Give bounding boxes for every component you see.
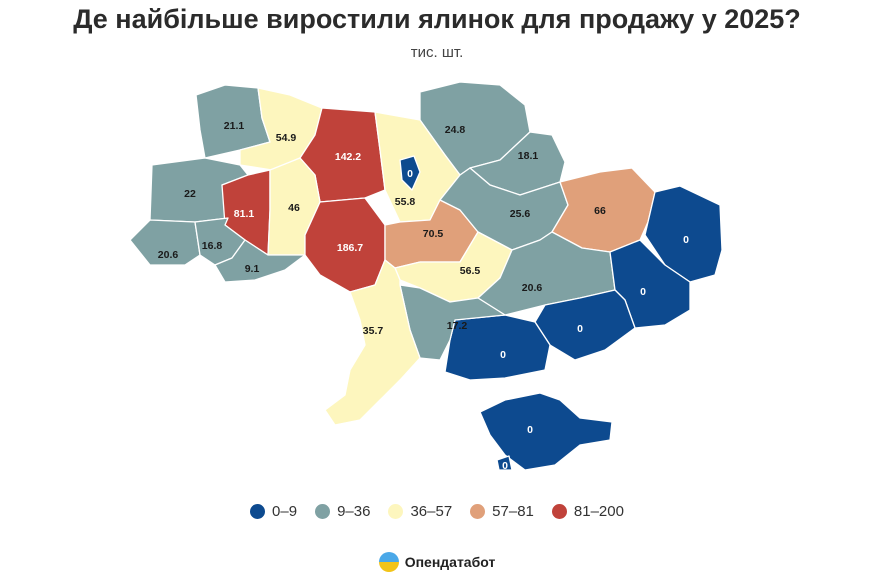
region-value-khmelnytskyi: 46 bbox=[288, 202, 300, 214]
region-value-crimea: 0 bbox=[527, 424, 533, 436]
legend-label: 36–57 bbox=[410, 503, 453, 520]
legend: 0–9 9–36 36–57 57–81 81–200 bbox=[0, 503, 874, 520]
legend-swatch bbox=[250, 504, 266, 519]
region-value-poltava: 25.6 bbox=[510, 208, 531, 220]
region-sevastopol bbox=[496, 455, 513, 471]
legend-swatch bbox=[315, 504, 331, 519]
opendatabot-logo-icon bbox=[378, 552, 399, 572]
region-value-kyiv-city: 0 bbox=[407, 168, 413, 180]
chart-title: Де найбільше виростили ялинок для продаж… bbox=[73, 4, 801, 34]
region-value-mykolaiv: 17.2 bbox=[447, 320, 468, 332]
region-value-kyiv: 55.8 bbox=[395, 196, 416, 208]
region-value-cherkasy: 70.5 bbox=[423, 228, 444, 240]
region-value-zhytomyr: 142.2 bbox=[335, 151, 361, 163]
ukraine-map: 21.1 54.9 142.2 24.8 18.1 55.8 22 81.1 46 186.7 70… bbox=[129, 81, 723, 472]
region-value-zakarpattia: 20.6 bbox=[158, 249, 179, 261]
region-value-zaporizhzhia: 0 bbox=[577, 323, 583, 335]
brand-name: Опендатабот bbox=[404, 554, 496, 570]
region-luhansk bbox=[644, 185, 723, 283]
region-value-lviv: 22 bbox=[184, 188, 196, 200]
region-value-dnipropetrovsk: 20.6 bbox=[522, 282, 543, 294]
region-odesa bbox=[324, 259, 421, 426]
region-value-volyn: 21.1 bbox=[224, 120, 245, 132]
legend-label: 57–81 bbox=[492, 503, 534, 520]
legend-swatch bbox=[388, 504, 404, 519]
legend-item: 81–200 bbox=[551, 503, 624, 520]
region-value-rivne: 54.9 bbox=[276, 132, 297, 144]
region-crimea bbox=[479, 392, 613, 471]
legend-item: 9–36 bbox=[315, 503, 370, 520]
region-value-donetsk: 0 bbox=[640, 286, 646, 298]
legend-label: 0–9 bbox=[272, 503, 298, 520]
legend-item: 57–81 bbox=[470, 503, 534, 520]
region-value-kherson: 0 bbox=[500, 349, 506, 361]
legend-item: 0–9 bbox=[250, 503, 297, 520]
region-value-vinnytsia: 186.7 bbox=[337, 242, 363, 254]
region-value-sevastopol: 0 bbox=[502, 460, 508, 472]
region-value-odesa: 35.7 bbox=[363, 325, 384, 337]
region-kyiv-city bbox=[399, 155, 421, 191]
region-value-kharkiv: 66 bbox=[594, 205, 606, 217]
region-value-chernivtsi: 9.1 bbox=[245, 263, 260, 275]
legend-swatch bbox=[551, 504, 567, 519]
legend-item: 36–57 bbox=[388, 503, 452, 520]
region-value-kirovohrad: 56.5 bbox=[460, 265, 481, 277]
region-chernivtsi bbox=[214, 239, 306, 283]
region-value-ivano-frankivsk: 16.8 bbox=[202, 240, 223, 252]
region-value-chernihiv: 24.8 bbox=[445, 124, 466, 136]
region-kherson bbox=[444, 314, 551, 381]
brand: Опендатабот bbox=[0, 552, 874, 572]
region-value-luhansk: 0 bbox=[683, 234, 689, 246]
chart-subtitle: тис. шт. bbox=[410, 44, 464, 61]
legend-label: 81–200 bbox=[573, 503, 624, 520]
legend-swatch bbox=[470, 504, 486, 519]
legend-label: 9–36 bbox=[337, 503, 371, 520]
region-value-ternopil: 81.1 bbox=[234, 208, 255, 220]
region-value-sumy: 18.1 bbox=[518, 150, 539, 162]
